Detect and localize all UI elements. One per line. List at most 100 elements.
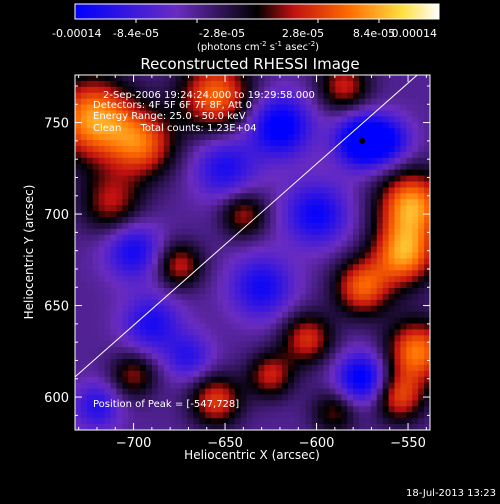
heatmap-cell [388, 329, 396, 336]
heatmap-cell [323, 181, 331, 189]
heatmap-cell [199, 299, 206, 307]
heatmap-cell [276, 305, 283, 313]
heatmap-cell [299, 311, 307, 319]
heatmap-cell [234, 193, 242, 200]
heatmap-cell [293, 163, 301, 171]
heatmap-cell [181, 299, 189, 307]
heatmap-cell [288, 128, 295, 135]
heatmap-cell [347, 104, 354, 112]
heatmap-cell [317, 92, 325, 100]
heatmap-cell [157, 270, 165, 277]
heatmap-cell [353, 193, 360, 200]
heatmap-cell [406, 406, 413, 413]
heatmap-cell [329, 222, 336, 230]
heatmap-cell [134, 293, 141, 301]
heatmap-cell [157, 311, 165, 319]
heatmap-cell [329, 347, 336, 354]
heatmap-cell [169, 364, 177, 372]
heatmap-cell [86, 228, 94, 236]
heatmap-cell [110, 187, 118, 194]
heatmap-cell [335, 353, 342, 360]
heatmap-cell [282, 80, 289, 88]
heatmap-cell [412, 181, 419, 189]
heatmap-cell [110, 110, 118, 118]
heatmap-cell [258, 323, 265, 331]
heatmap-cell [370, 382, 378, 390]
heatmap-cell [234, 228, 242, 236]
heatmap-cell [92, 311, 100, 319]
heatmap-cell [270, 228, 277, 236]
heatmap-cell [175, 217, 183, 224]
heatmap-cell [240, 211, 248, 218]
heatmap-cell [205, 240, 212, 248]
heatmap-cell [270, 234, 277, 242]
heatmap-cell [288, 329, 295, 336]
heatmap-cell [116, 276, 123, 283]
heatmap-cell [110, 400, 118, 407]
heatmap-cell [264, 116, 271, 123]
heatmap-cell [163, 110, 171, 118]
heatmap-cell [228, 211, 236, 218]
heatmap-cell [323, 418, 331, 425]
heatmap-cell [181, 205, 189, 212]
heatmap-cell [187, 252, 194, 260]
heatmap-cell [252, 169, 260, 177]
heatmap-cell [246, 175, 254, 183]
heatmap-cell [329, 424, 336, 430]
heatmap-cell [128, 394, 135, 402]
heatmap-cell [104, 270, 112, 277]
heatmap-cell [240, 347, 248, 354]
heatmap [75, 75, 430, 430]
heatmap-cell [264, 175, 271, 183]
heatmap-cell [175, 92, 183, 100]
heatmap-cell [276, 128, 283, 135]
heatmap-cell [122, 146, 129, 153]
heatmap-cell [282, 140, 289, 147]
heatmap-cell [193, 128, 200, 135]
heatmap-cell [140, 412, 147, 419]
heatmap-cell [400, 75, 407, 82]
heatmap-cell [323, 146, 331, 153]
heatmap-cell [217, 128, 224, 135]
heatmap-cell [140, 211, 147, 218]
heatmap-cell [394, 146, 402, 153]
heatmap-cell [252, 211, 260, 218]
heatmap-cell [264, 353, 271, 360]
heatmap-cell [288, 252, 295, 260]
heatmap-cell [181, 146, 189, 153]
heatmap-cell [169, 412, 177, 419]
heatmap-cell [116, 299, 123, 307]
heatmap-cell [364, 299, 372, 307]
heatmap-cell [264, 418, 271, 425]
heatmap-cell [264, 181, 271, 189]
heatmap-cell [110, 217, 118, 224]
peak-position-text: Position of Peak = [-547,728] [93, 399, 239, 410]
heatmap-cell [122, 116, 129, 123]
heatmap-cell [228, 317, 236, 325]
heatmap-cell [370, 228, 378, 236]
heatmap-cell [329, 193, 336, 200]
heatmap-cell [146, 299, 153, 307]
heatmap-cell [317, 234, 325, 242]
heatmap-cell [305, 276, 313, 283]
heatmap-cell [424, 282, 430, 289]
heatmap-cell [317, 347, 325, 354]
heatmap-cell [364, 228, 372, 236]
heatmap-cell [394, 406, 402, 413]
heatmap-cell [134, 116, 141, 123]
heatmap-cell [104, 116, 112, 123]
heatmap-cell [110, 199, 118, 206]
heatmap-cell [140, 388, 147, 396]
heatmap-cell [370, 400, 378, 407]
heatmap-cell [252, 264, 260, 271]
heatmap-cell [288, 75, 295, 82]
heatmap-cell [406, 116, 413, 123]
heatmap-cell [323, 240, 331, 248]
heatmap-cell [116, 293, 123, 301]
heatmap-cell [146, 140, 153, 147]
heatmap-cell [364, 246, 372, 254]
heatmap-cell [382, 270, 390, 277]
heatmap-cell [406, 359, 413, 366]
heatmap-cell [412, 394, 419, 402]
